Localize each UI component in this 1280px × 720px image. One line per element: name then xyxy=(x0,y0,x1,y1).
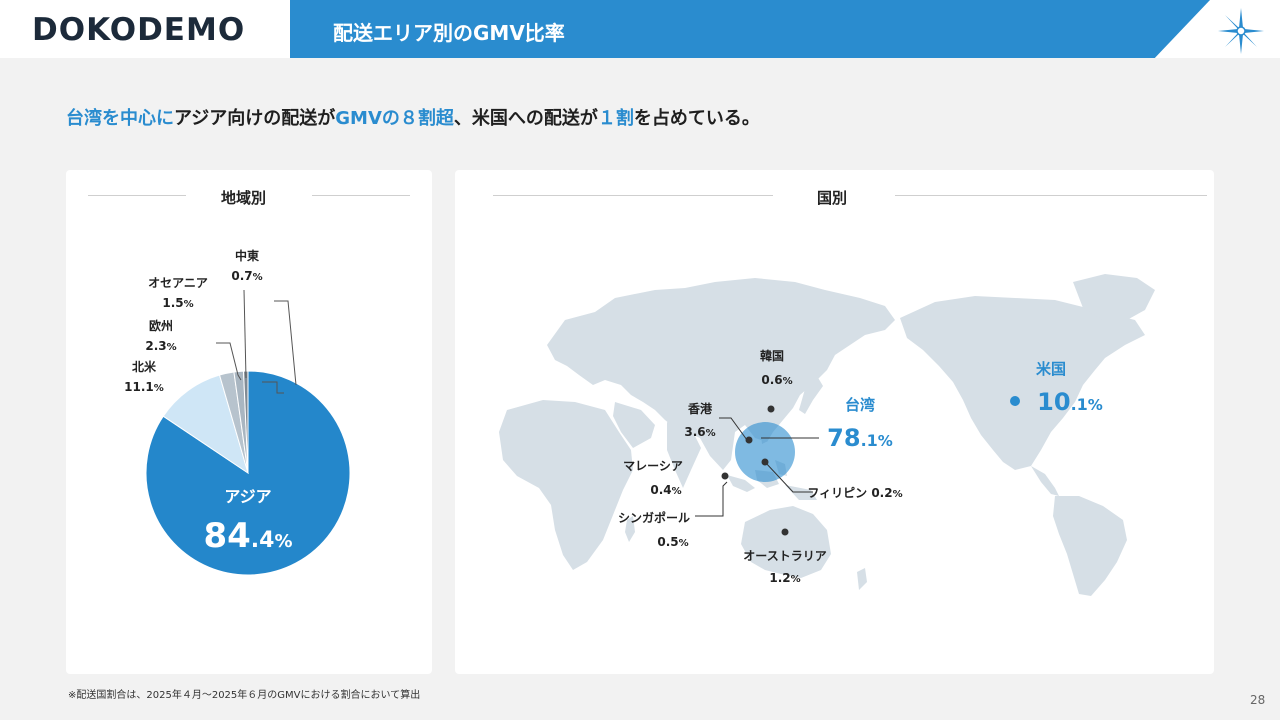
divider xyxy=(895,195,1207,196)
leader-line xyxy=(243,289,247,379)
leader-line xyxy=(262,381,284,394)
compass-star-icon xyxy=(1218,8,1264,54)
map-point xyxy=(767,405,775,413)
map-point xyxy=(745,436,753,444)
pie-value-label: 11.1% xyxy=(124,380,164,394)
map-value-label: 1.2% xyxy=(769,571,800,585)
leader-line xyxy=(216,342,242,381)
brand-logo: DOKODEMO xyxy=(32,12,246,48)
pie-value-label: 1.5% xyxy=(162,296,193,310)
map-point xyxy=(1010,396,1020,406)
map-point xyxy=(721,472,729,480)
leader-line xyxy=(274,300,297,386)
divider xyxy=(493,195,773,196)
taiwan-highlight-circle xyxy=(735,422,795,482)
leader-line xyxy=(764,461,813,493)
pie-label: アジア xyxy=(224,487,271,506)
page-title: 配送エリア別のGMV比率 xyxy=(333,21,565,45)
map-label: 台湾 xyxy=(845,396,875,414)
leader-line xyxy=(695,481,728,517)
map-label: オーストラリア xyxy=(743,549,826,563)
divider xyxy=(88,195,186,196)
map-label: 米国 xyxy=(1036,360,1066,378)
pie-value-label: 0.7% xyxy=(231,269,262,283)
pie-slice-0 xyxy=(145,370,351,576)
world-map: 台湾 78.1% 米国 10.1% 香港 3.6% オーストラリア 1.2% 韓国 0.6% シンガ… xyxy=(499,274,1155,596)
footnote: ※配送国割合は、2025年４月～2025年６月のGMVにおける割合において算出 xyxy=(68,690,421,701)
map-label: シンガポール xyxy=(618,510,690,525)
pie-label: 中東 xyxy=(235,248,259,263)
map-point xyxy=(761,458,769,466)
map-value-label: 3.6% xyxy=(684,425,715,439)
map-value-label: 10.1% xyxy=(1037,388,1103,416)
map-label: 韓国 xyxy=(760,348,784,363)
country-card: 国別 xyxy=(455,170,1214,674)
map-value-label: 0.6% xyxy=(761,373,792,387)
map-value-label: 0.5% xyxy=(657,535,688,549)
page-number: 28 xyxy=(1250,693,1266,707)
region-pie-chart: アジア 84.4% 北米 11.1% 欧州 2.3% オセアニア 1.5% 中東 0.7% xyxy=(124,248,351,576)
pie-slice-1 xyxy=(162,374,249,475)
map-label: フィリピン 0.2% xyxy=(807,486,902,500)
map-value-label: 78.1% xyxy=(827,424,893,452)
leader-line xyxy=(719,417,748,441)
headline: 台湾を中心にアジア向けの配送がGMVの８割超、米国への配送が１割を占めている。 xyxy=(66,108,760,129)
pie-value-label: 2.3% xyxy=(145,339,176,353)
pie-label: 欧州 xyxy=(149,318,173,333)
pie-value-label: 84.4% xyxy=(203,516,292,556)
title-band xyxy=(290,0,1210,58)
map-point xyxy=(781,528,789,536)
map-landmass xyxy=(499,274,1155,596)
region-card-title: 地域別 xyxy=(209,187,279,208)
country-card-title: 国別 xyxy=(805,187,860,208)
pie-label: オセアニア xyxy=(148,276,208,290)
divider xyxy=(312,195,410,196)
map-label: 香港 xyxy=(687,401,713,416)
map-value-label: 0.4% xyxy=(650,483,681,497)
map-label: マレーシア xyxy=(623,459,683,473)
pie-label: 北米 xyxy=(132,359,157,374)
region-card: 地域別 アジア 84.4% 北米 11.1% 欧州 2.3% オセアニア 1.5% 中東 0.7% xyxy=(66,170,432,674)
